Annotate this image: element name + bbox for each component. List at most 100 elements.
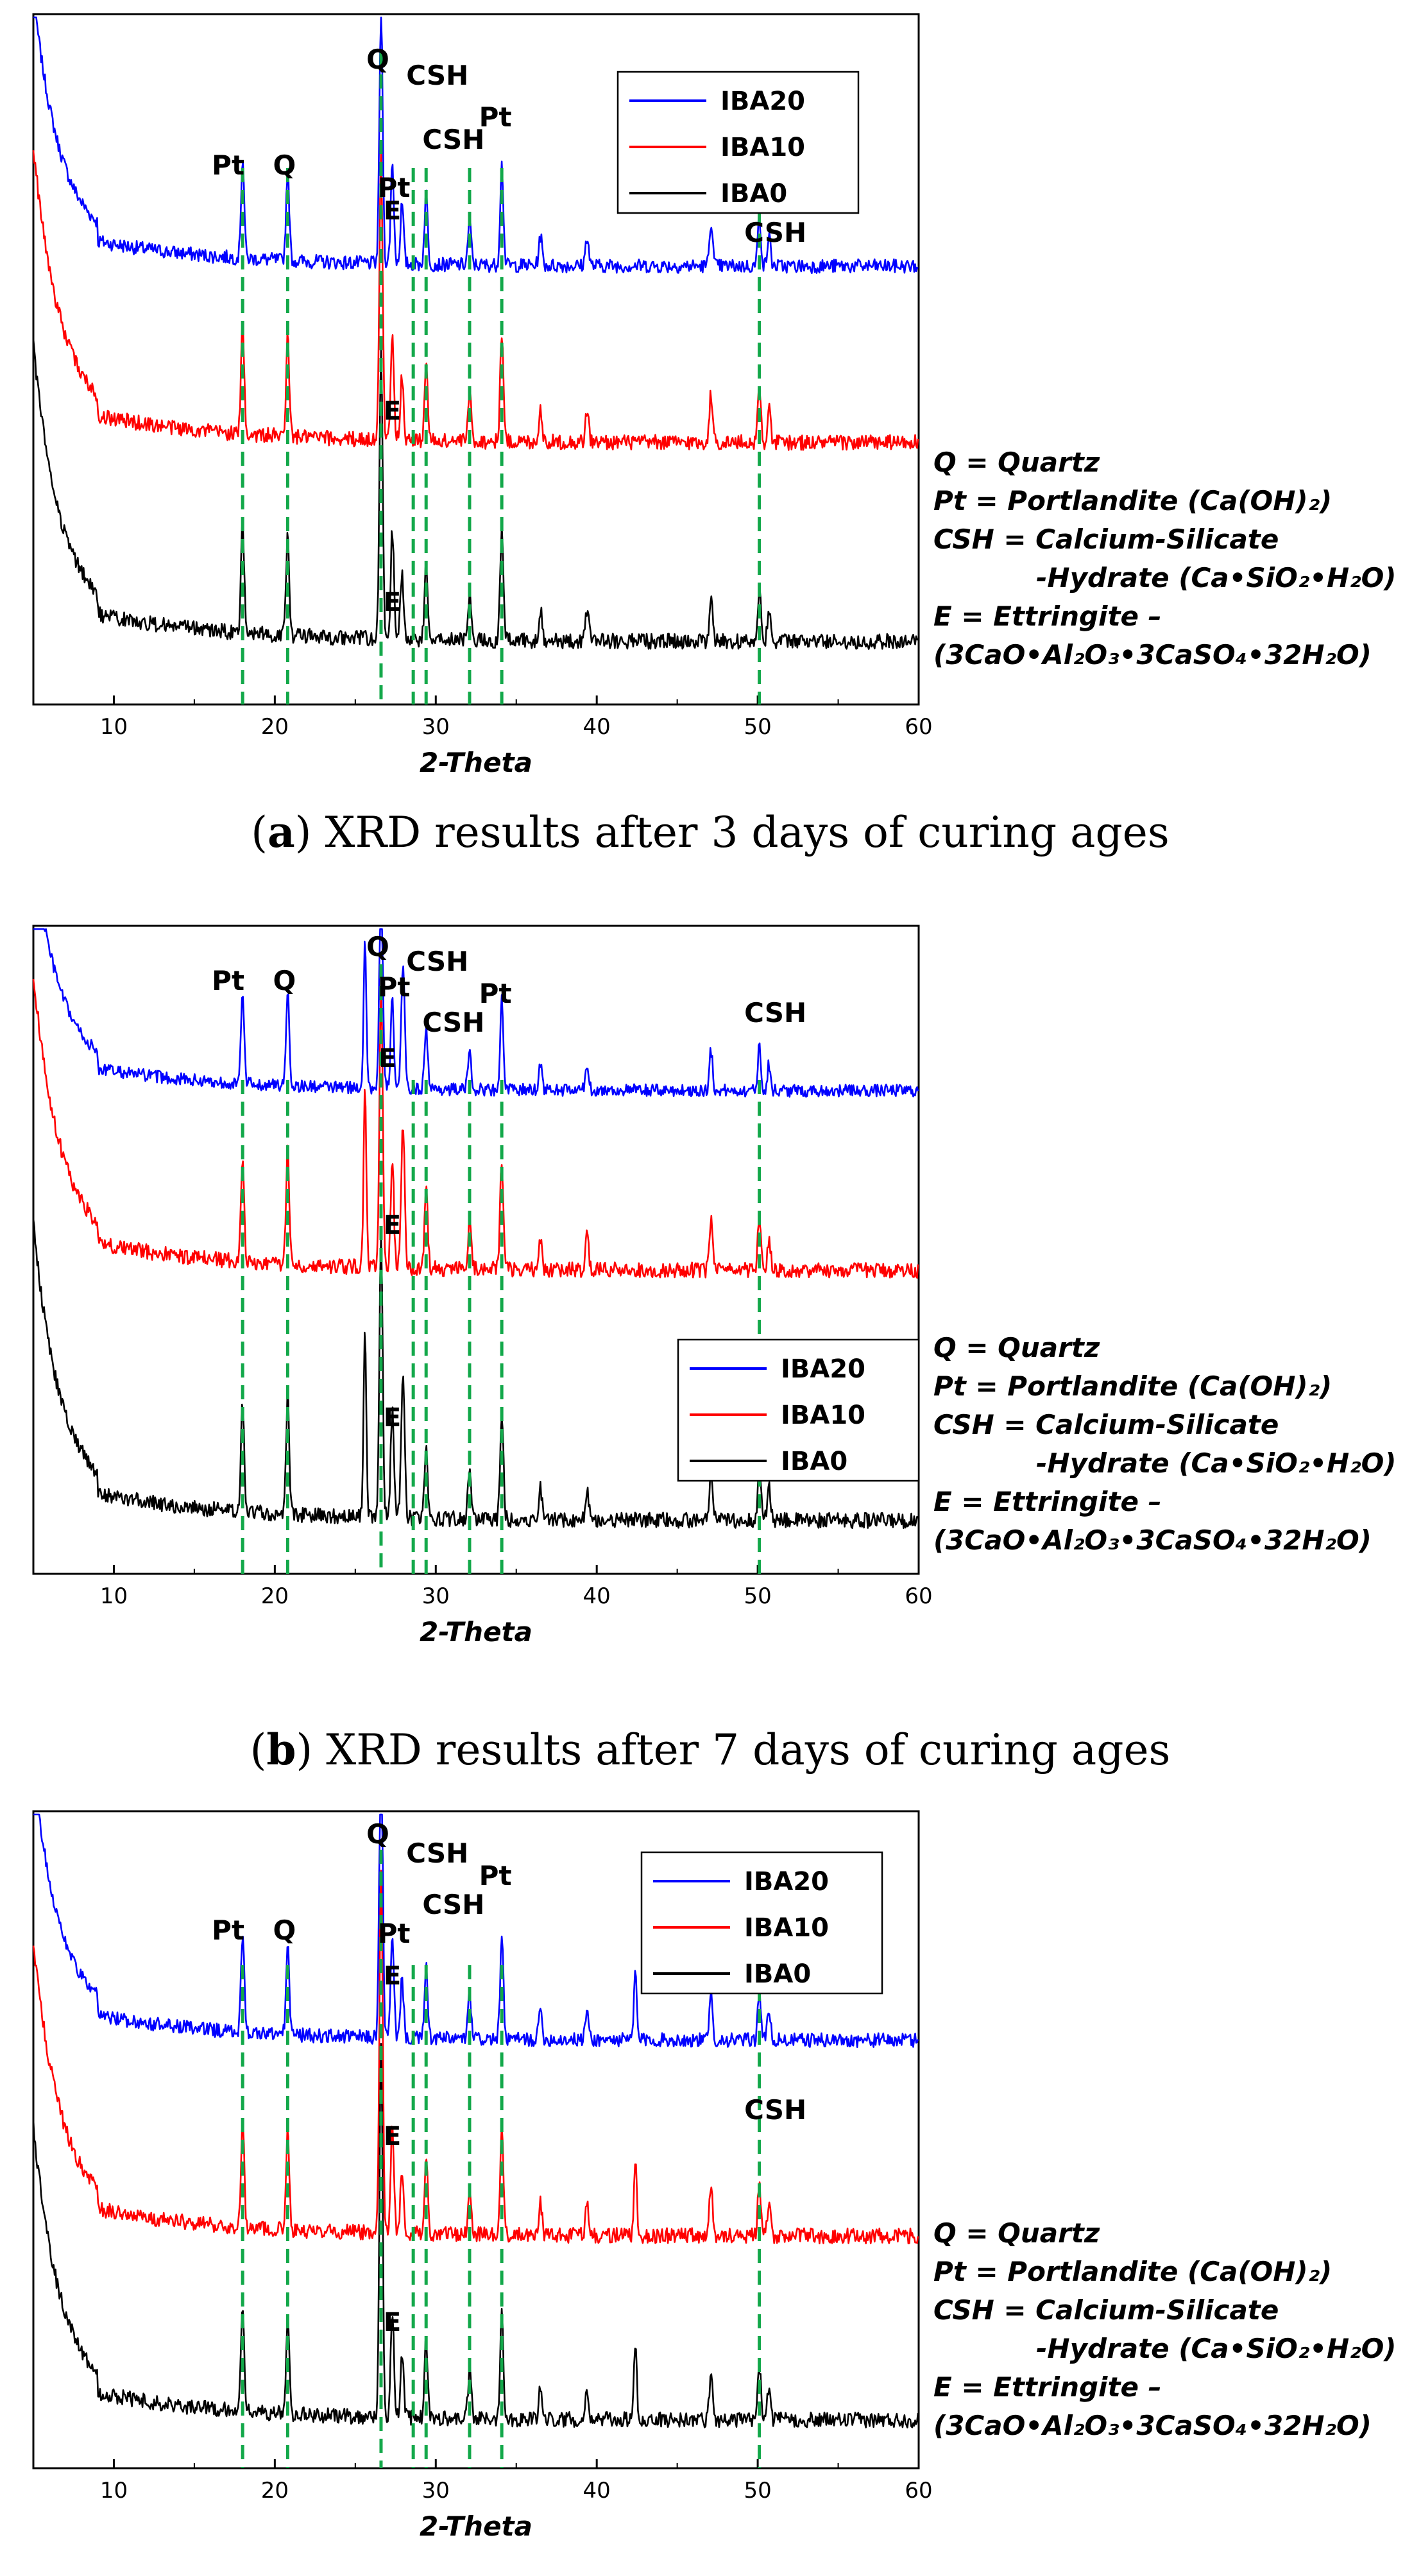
peak-label: E (384, 588, 401, 617)
peak-label: Pt (212, 965, 244, 996)
peak-label: CSH (406, 60, 468, 91)
panel-caption: (b) XRD results after 7 days of curing a… (250, 1725, 1171, 1775)
peak-label: CSH (422, 1889, 484, 1920)
legend-note: (3CaO•Al₂O₃•3CaSO₄•32H₂O) (933, 2410, 1372, 2441)
x-tick-label: 10 (100, 1583, 128, 1609)
caption-letter: b (266, 1725, 296, 1775)
x-tick-label: 60 (905, 2478, 932, 2503)
x-axis-label: 2-Theta (420, 2511, 532, 2542)
legend: IBA20 IBA10 IBA0 (617, 71, 860, 214)
legend-note: (3CaO•Al₂O₃•3CaSO₄•32H₂O) (933, 639, 1372, 670)
series-line-iba10 (32, 978, 919, 1279)
peak-label: CSH (422, 124, 484, 155)
legend: IBA20 IBA10 IBA0 (677, 1338, 920, 1482)
x-tick-label: 20 (261, 1583, 289, 1609)
legend-label: IBA0 (720, 179, 787, 209)
peak-label: CSH (744, 997, 806, 1028)
plot-frame (32, 925, 920, 1575)
peak-label: Q (273, 1915, 296, 1946)
x-tick-label: 20 (261, 2478, 289, 2503)
peak-label: Q (273, 965, 296, 996)
series-line-iba0 (32, 2043, 919, 2428)
peak-label: Pt (212, 149, 244, 181)
peak-label: Q (366, 931, 389, 962)
peak-label: Q (366, 44, 389, 75)
series-line-iba20 (33, 1813, 919, 2048)
legend-label: IBA20 (781, 1354, 865, 1384)
legend-box (677, 1338, 920, 1482)
peak-label: Pt (378, 172, 411, 203)
peak-label: Pt (479, 978, 512, 1009)
series-line-iba20 (33, 16, 919, 275)
legend-note: Pt = Portlandite (Ca(OH)₂) (933, 1370, 1332, 1402)
series-line-iba10 (32, 148, 919, 451)
peak-label: Pt (479, 1860, 512, 1891)
peak-label: E (384, 2122, 401, 2151)
x-tick-label: 50 (744, 714, 771, 740)
peak-label: E (384, 397, 401, 426)
legend: IBA20 IBA10 IBA0 (640, 1851, 883, 1995)
peak-label: E (384, 1403, 401, 1433)
plot-frame (32, 13, 920, 706)
x-tick-label: 30 (422, 2478, 450, 2503)
x-tick-label: 60 (905, 714, 932, 740)
x-axis-label: 2-Theta (420, 1616, 532, 1648)
legend-note: Q = Quartz (933, 447, 1100, 478)
legend-note: CSH = Calcium-Silicate (933, 524, 1279, 555)
legend-label: IBA10 (744, 1913, 829, 1943)
legend-label: IBA0 (781, 1447, 847, 1476)
legend-note: -Hydrate (Ca•SiO₂•H₂O) (1036, 1447, 1397, 1479)
legend-note: CSH = Calcium-Silicate (933, 2294, 1279, 2326)
x-tick-label: 40 (583, 2478, 611, 2503)
peak-label: E (384, 1211, 401, 1240)
series-line-iba20 (33, 928, 919, 1098)
x-tick-label: 40 (583, 1583, 611, 1609)
peak-label: E (384, 1961, 401, 1991)
caption-letter: a (268, 807, 295, 857)
legend-note: Pt = Portlandite (Ca(OH)₂) (933, 485, 1332, 516)
peak-label: Pt (479, 101, 512, 133)
series-line-iba0 (32, 338, 919, 650)
caption-paren-close: ) (295, 808, 312, 857)
legend-note: E = Ettringite – (933, 1486, 1162, 1517)
peak-label: Pt (378, 971, 411, 1003)
legend-label: IBA20 (720, 87, 805, 116)
legend-note: (3CaO•Al₂O₃•3CaSO₄•32H₂O) (933, 1524, 1372, 1556)
caption-paren-open: ( (251, 808, 268, 857)
x-tick-label: 50 (744, 1583, 771, 1609)
legend-note: Q = Quartz (933, 2217, 1100, 2249)
peak-label: CSH (744, 217, 806, 248)
peak-label: E (379, 1044, 396, 1073)
caption-text: XRD results after 7 days of curing ages (312, 1725, 1170, 1775)
x-tick-label: 20 (261, 714, 289, 740)
series-line-iba10 (32, 1870, 919, 2244)
x-axis-label: 2-Theta (420, 747, 532, 778)
legend-note: -Hydrate (Ca•SiO₂•H₂O) (1036, 2333, 1397, 2364)
legend-note: Pt = Portlandite (Ca(OH)₂) (933, 2256, 1332, 2287)
legend-note: Q = Quartz (933, 1332, 1100, 1363)
x-tick-label: 10 (100, 714, 128, 740)
peak-label: CSH (406, 1838, 468, 1869)
legend-note: E = Ettringite – (933, 2371, 1162, 2403)
x-tick-label: 50 (744, 2478, 771, 2503)
legend-label: IBA0 (744, 1959, 811, 1989)
peak-label: E (384, 196, 401, 226)
peak-label: E (384, 2308, 401, 2337)
legend-box (617, 71, 860, 214)
caption-paren-close: ) (296, 1725, 313, 1775)
peak-label: Pt (212, 1915, 244, 1946)
series-line-iba0 (32, 1218, 919, 1529)
panel-caption: (a) XRD results after 3 days of curing a… (251, 807, 1169, 857)
legend-box (640, 1851, 883, 1995)
caption-paren-open: ( (250, 1725, 267, 1775)
peak-label: Q (366, 1818, 389, 1850)
x-tick-label: 30 (422, 714, 450, 740)
legend-note: -Hydrate (Ca•SiO₂•H₂O) (1036, 562, 1397, 593)
legend-label: IBA10 (781, 1401, 865, 1430)
peak-label: Q (273, 149, 296, 181)
caption-text: XRD results after 3 days of curing ages (312, 808, 1170, 857)
